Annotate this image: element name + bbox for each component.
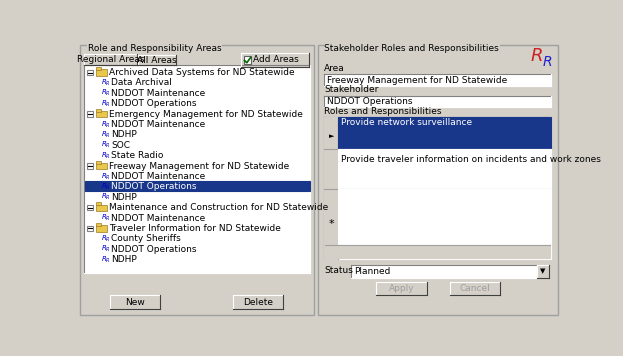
Text: $R$: $R$ (543, 55, 553, 69)
Bar (87, 70, 93, 75)
Text: $R_R$: $R_R$ (101, 130, 111, 140)
Text: Archived Data Systems for ND Statewide: Archived Data Systems for ND Statewide (109, 68, 295, 77)
Bar (110, 295, 160, 309)
Text: Area: Area (325, 64, 345, 73)
Text: Stakeholder Roles and Responsibilities: Stakeholder Roles and Responsibilities (325, 44, 499, 53)
Bar (97, 202, 101, 205)
Text: $R_R$: $R_R$ (101, 192, 111, 203)
Text: State Radio: State Radio (111, 151, 164, 160)
Bar (97, 163, 107, 169)
Text: Provide traveler information on incidents and work zones: Provide traveler information on incident… (341, 155, 601, 164)
Bar (87, 111, 93, 117)
Bar (325, 74, 551, 86)
Text: Role and Responsibility Areas: Role and Responsibility Areas (88, 44, 222, 53)
Text: Cancel: Cancel (460, 284, 490, 293)
Text: Planned: Planned (354, 267, 390, 276)
Bar (338, 189, 551, 258)
Text: Status: Status (325, 266, 353, 275)
Text: $R_R$: $R_R$ (101, 119, 111, 130)
Text: NDDOT Operations: NDDOT Operations (111, 245, 197, 254)
Text: Add Areas: Add Areas (253, 55, 299, 64)
Bar (325, 245, 550, 258)
Bar (97, 69, 107, 75)
Text: NDDOT Operations: NDDOT Operations (111, 182, 197, 192)
Bar (244, 56, 252, 63)
Text: $R_R$: $R_R$ (101, 255, 111, 265)
Text: Freeway Management for ND Statewide: Freeway Management for ND Statewide (328, 75, 508, 85)
Bar (450, 282, 500, 294)
Text: $R_R$: $R_R$ (101, 151, 111, 161)
Text: $R_R$: $R_R$ (101, 140, 111, 151)
Text: Delete: Delete (243, 298, 273, 307)
Text: Stakeholder: Stakeholder (325, 85, 379, 94)
Text: $R_R$: $R_R$ (101, 99, 111, 109)
Text: *: * (328, 219, 334, 229)
Text: Apply: Apply (389, 284, 414, 293)
Bar (325, 117, 338, 259)
Text: Regional Areas: Regional Areas (77, 55, 144, 64)
Text: Freeway Management for ND Statewide: Freeway Management for ND Statewide (109, 162, 289, 171)
Text: NDHP: NDHP (111, 255, 137, 264)
Text: County Sheriffs: County Sheriffs (111, 234, 181, 244)
Text: NDDOT Maintenance: NDDOT Maintenance (111, 172, 206, 181)
Bar (376, 282, 427, 294)
Bar (97, 225, 107, 231)
Bar (138, 55, 176, 65)
Bar (325, 96, 551, 108)
Text: $R_R$: $R_R$ (101, 234, 111, 244)
Text: $R_R$: $R_R$ (101, 213, 111, 223)
Bar (536, 265, 549, 278)
Bar (351, 265, 536, 278)
Text: Emergency Management for ND Statewide: Emergency Management for ND Statewide (109, 110, 303, 119)
Text: $R_R$: $R_R$ (101, 88, 111, 99)
Bar (80, 45, 314, 315)
Text: NDDOT Maintenance: NDDOT Maintenance (111, 89, 206, 98)
Bar (97, 109, 101, 112)
Bar (97, 111, 107, 117)
Bar (325, 117, 551, 259)
Text: Roles and Responsibilities: Roles and Responsibilities (325, 107, 442, 116)
Text: $R_R$: $R_R$ (101, 78, 111, 88)
Bar (87, 226, 93, 231)
Bar (97, 223, 101, 226)
Text: ▼: ▼ (540, 268, 546, 274)
Bar (84, 65, 310, 273)
Bar (87, 205, 93, 210)
Text: NDDOT Operations: NDDOT Operations (328, 97, 413, 106)
Text: NDHP: NDHP (111, 130, 137, 140)
Bar (97, 161, 101, 164)
Bar (97, 205, 107, 211)
Text: $R_R$: $R_R$ (101, 244, 111, 255)
Text: NDDOT Maintenance: NDDOT Maintenance (111, 120, 206, 129)
Bar (84, 53, 137, 65)
Bar (85, 181, 310, 191)
Text: New: New (125, 298, 145, 307)
Bar (87, 163, 93, 169)
Bar (240, 53, 309, 67)
Text: $R$: $R$ (530, 47, 543, 65)
Bar (233, 295, 283, 309)
Text: $R_R$: $R_R$ (101, 171, 111, 182)
Text: NDDOT Maintenance: NDDOT Maintenance (111, 214, 206, 222)
Bar (338, 117, 551, 149)
Text: NDDOT Operations: NDDOT Operations (111, 99, 197, 108)
Text: Provide network surveillance: Provide network surveillance (341, 118, 472, 127)
Text: ►: ► (328, 133, 334, 139)
Bar (338, 149, 551, 189)
Text: Maintenance and Construction for ND Statewide: Maintenance and Construction for ND Stat… (109, 203, 328, 212)
Text: All Areas: All Areas (137, 56, 177, 64)
Bar (318, 45, 558, 315)
Bar (97, 67, 101, 70)
Text: SOC: SOC (111, 141, 130, 150)
Text: NDHP: NDHP (111, 193, 137, 202)
Text: $R_R$: $R_R$ (101, 182, 111, 192)
Text: Traveler Information for ND Statewide: Traveler Information for ND Statewide (109, 224, 281, 233)
Text: Data Archival: Data Archival (111, 78, 172, 88)
